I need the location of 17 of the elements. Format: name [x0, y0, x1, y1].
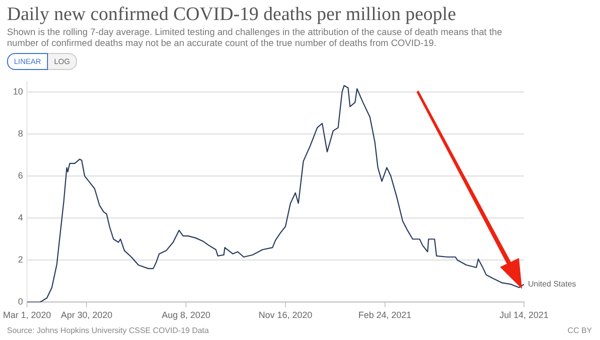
x-tick-label: Nov 16, 2020: [258, 310, 312, 320]
y-tick-label: 0: [18, 296, 24, 307]
x-tick-label: Mar 1, 2020: [3, 310, 52, 320]
x-tick-label: Feb 24, 2021: [358, 310, 412, 320]
y-tick-label: 4: [18, 212, 24, 223]
y-tick-label: 2: [18, 254, 24, 265]
y-tick-label: 10: [13, 86, 24, 96]
chart-title: Daily new confirmed COVID-19 deaths per million people: [7, 4, 456, 26]
series-label: United States: [528, 280, 576, 289]
text: CC BY: [568, 326, 592, 335]
x-tick-label: Jul 14, 2021: [499, 310, 549, 320]
chart-subtitle: Shown is the rolling 7-day average. Limited testing and challenges in the attribution of the cause of death means that the number of confirmed deaths may not be an accurate count of the true number of deaths from COVID-19.: [7, 27, 504, 49]
source-note: Source: Johns Hopkins University CSSE COVID-19 Data: [7, 326, 209, 335]
y-tick-label: 6: [18, 170, 24, 181]
y-tick-label: 8: [18, 128, 24, 138]
x-tick-label: Aug 8, 2020: [162, 310, 210, 320]
x-tick-label: Apr 30, 2020: [60, 310, 112, 320]
